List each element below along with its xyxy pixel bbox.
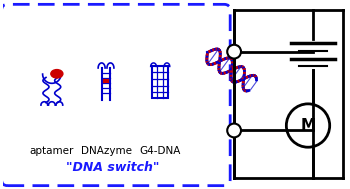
Bar	[152, 66, 168, 98]
Text: aptamer: aptamer	[30, 146, 74, 156]
Text: G4-DNA: G4-DNA	[140, 146, 181, 156]
Text: M: M	[300, 118, 316, 133]
Text: DNAzyme: DNAzyme	[80, 146, 132, 156]
Circle shape	[227, 45, 241, 59]
Text: "DNA switch": "DNA switch"	[66, 161, 160, 174]
Circle shape	[227, 124, 241, 137]
Ellipse shape	[51, 70, 63, 78]
